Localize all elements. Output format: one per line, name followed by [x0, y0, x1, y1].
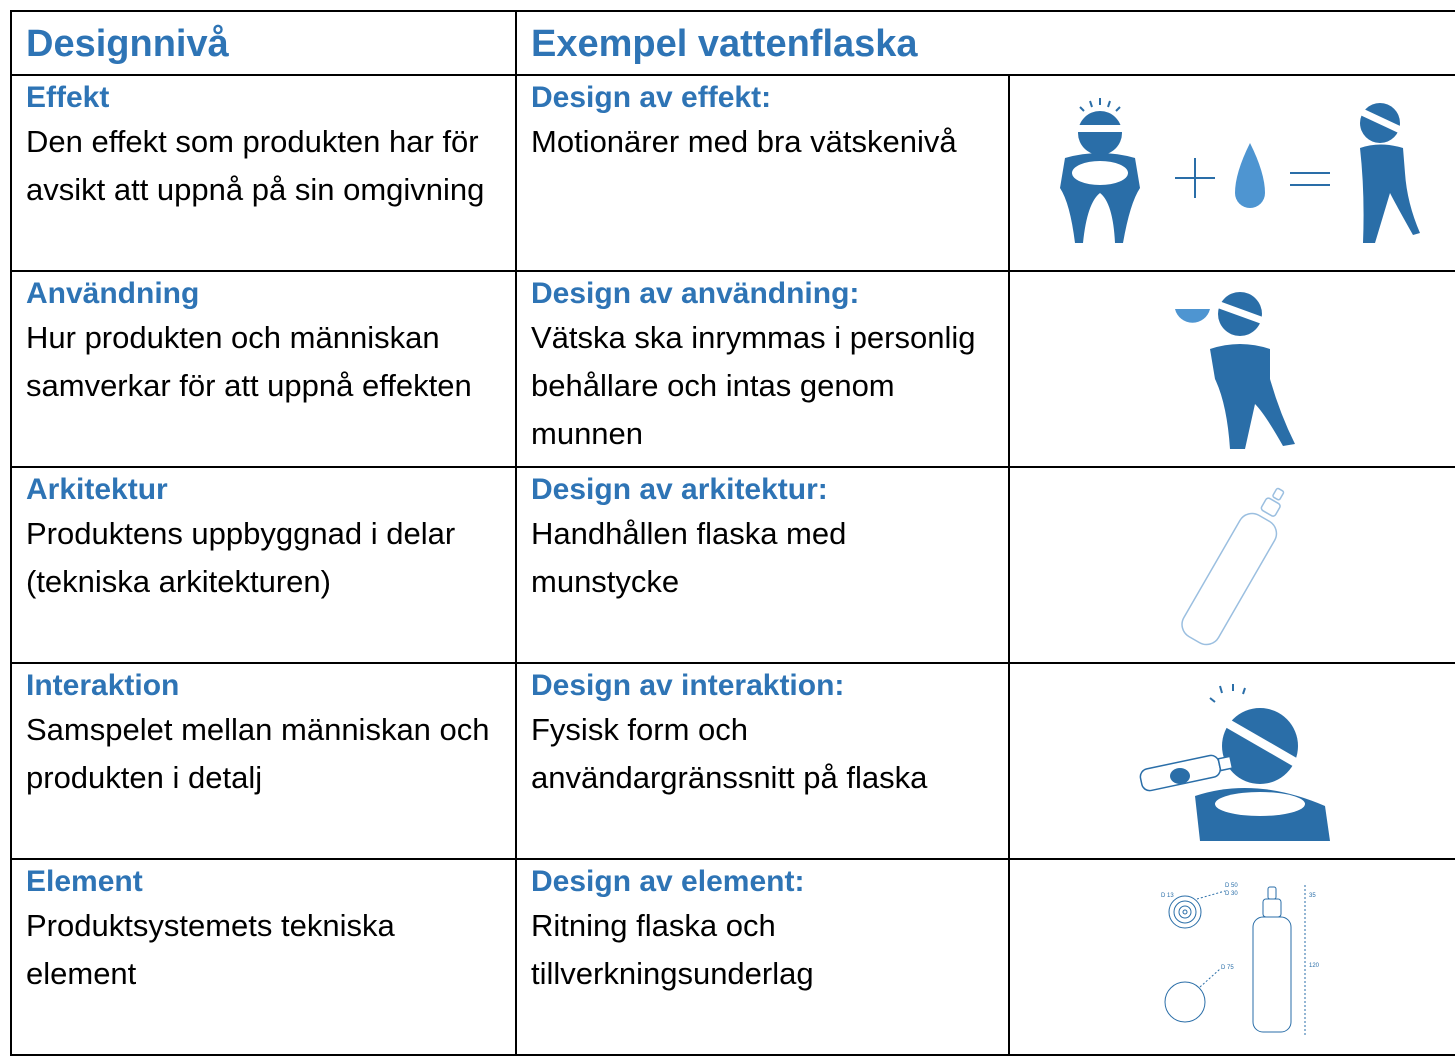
- design-title: Design av arkitektur:: [531, 473, 828, 506]
- drawing-label: D 13: [1161, 893, 1174, 899]
- level-desc: Produktens uppbyggnad i delar (tekniska …: [26, 516, 456, 599]
- image-cell: [1008, 662, 1455, 860]
- level-title: Effekt: [26, 81, 110, 114]
- architecture-illustration: [1181, 487, 1285, 646]
- element-drawing: D 13 D 50 D 30 D 75 35 120: [1161, 883, 1320, 1035]
- row: Användning Hur produkten och människan sa…: [10, 270, 1455, 468]
- drawing-label: D 75: [1221, 965, 1234, 971]
- image-cell: [1008, 74, 1455, 272]
- drawing-label: D 30: [1225, 891, 1238, 897]
- header-cell: Designnivå: [10, 10, 517, 76]
- design-cell: Design av interaktion: Fysisk form och an…: [515, 662, 1010, 860]
- interaction-illustration: [1139, 684, 1330, 841]
- level-title: Element: [26, 865, 143, 898]
- image-cell: [1008, 466, 1455, 664]
- row: Effekt Den effekt som produkten har för a…: [10, 74, 1455, 272]
- design-desc: Fysisk form och användargränssnitt på fl…: [531, 712, 928, 795]
- level-cell: Arkitektur Produktens uppbyggnad i delar …: [10, 466, 517, 664]
- level-cell: Element Produktsystemets tekniska element: [10, 858, 517, 1056]
- design-desc: Motionärer med bra vätskenivå: [531, 124, 957, 159]
- design-cell: Design av arkitektur: Handhållen flaska m…: [515, 466, 1010, 664]
- design-title: Design av användning:: [531, 277, 860, 310]
- effect-illustration: [1060, 98, 1420, 243]
- image-cell: [1008, 270, 1455, 468]
- level-desc: Hur produkten och människan samverkar fö…: [26, 320, 472, 403]
- design-cell: Design av användning: Vätska ska inrymmas…: [515, 270, 1010, 468]
- row: Interaktion Samspelet mellan människan oc…: [10, 662, 1455, 860]
- level-cell: Interaktion Samspelet mellan människan oc…: [10, 662, 517, 860]
- level-cell: Användning Hur produkten och människan sa…: [10, 270, 517, 468]
- level-desc: Produktsystemets tekniska element: [26, 908, 395, 991]
- usage-illustration: [1175, 292, 1295, 449]
- row: Element Produktsystemets tekniska element…: [10, 858, 1455, 1056]
- level-desc: Samspelet mellan människan och produkten…: [26, 712, 490, 795]
- design-title: Design av effekt:: [531, 81, 772, 114]
- design-table: Designnivå Exempel vattenflaska Effekt De…: [10, 10, 1455, 1056]
- design-cell: Design av effekt: Motionärer med bra väts…: [515, 74, 1010, 272]
- design-cell: Design av element: Ritning flaska och til…: [515, 858, 1010, 1056]
- design-title: Design av interaktion:: [531, 669, 845, 702]
- row: Arkitektur Produktens uppbyggnad i delar …: [10, 466, 1455, 664]
- design-desc: Vätska ska inrymmas i personlig behållar…: [531, 320, 976, 451]
- image-cell: D 13 D 50 D 30 D 75 35 120: [1008, 858, 1455, 1056]
- drawing-label: 35: [1309, 893, 1316, 899]
- level-title: Användning: [26, 277, 200, 310]
- level-title: Arkitektur: [26, 473, 168, 506]
- level-title: Interaktion: [26, 669, 180, 702]
- level-cell: Effekt Den effekt som produkten har för a…: [10, 74, 517, 272]
- design-title: Design av element:: [531, 865, 805, 898]
- design-desc: Ritning flaska och tillverkningsunderlag: [531, 908, 814, 991]
- drawing-label: D 50: [1225, 883, 1238, 889]
- design-desc: Handhållen flaska med munstycke: [531, 516, 847, 599]
- header-cell: Exempel vattenflaska: [515, 10, 1455, 76]
- level-desc: Den effekt som produkten har för avsikt …: [26, 124, 485, 207]
- header-row: Designnivå Exempel vattenflaska: [10, 10, 1455, 76]
- drawing-label: 120: [1309, 963, 1320, 969]
